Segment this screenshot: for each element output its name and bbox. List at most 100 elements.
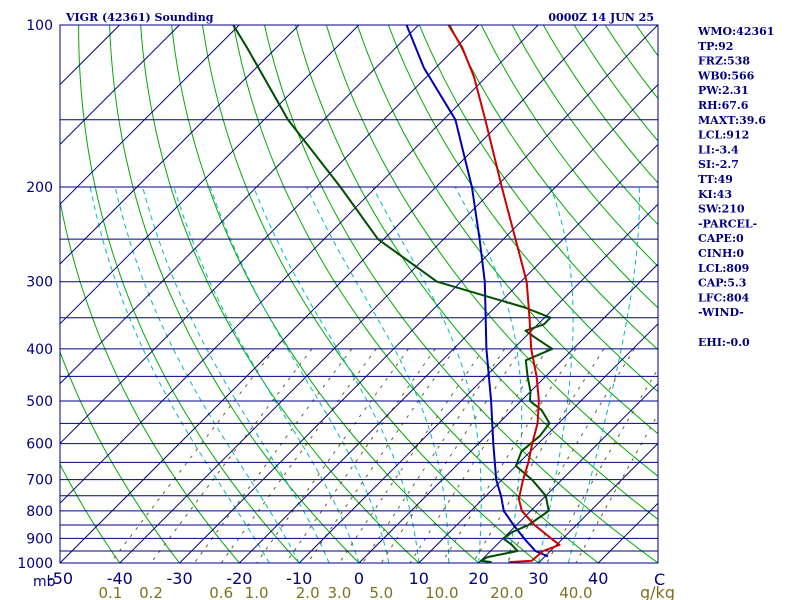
- mixing-ratio-line: [110, 348, 276, 563]
- isotherm: [119, 25, 658, 563]
- dry-adiabat: [295, 25, 658, 520]
- parcel-profile-line: [405, 25, 549, 558]
- mixing-ratio-line: [380, 348, 522, 563]
- mixing-ratio-tick-label: 0.6: [209, 584, 233, 600]
- index-entry: TP:92: [698, 40, 733, 53]
- index-entry: FRZ:538: [698, 55, 750, 68]
- mixing-ratio-line: [307, 348, 456, 563]
- index-entry: RH:67.6: [698, 99, 749, 112]
- pressure-tick-label: 900: [26, 531, 53, 547]
- temperature-tick-label: -50: [47, 569, 73, 588]
- moist-adiabat: [567, 186, 641, 563]
- mixing-ratio-line: [472, 348, 605, 563]
- isobars: [60, 25, 658, 563]
- isotherm: [418, 323, 658, 563]
- index-entry: -WIND-: [698, 306, 744, 319]
- dry-adiabat: [480, 25, 658, 268]
- mixing-ratio-tick-label: 0.1: [98, 584, 122, 600]
- index-entry: LCL:809: [698, 262, 749, 275]
- pressure-tick-label: 1000: [17, 556, 53, 572]
- temperature-tick-label: -30: [167, 569, 193, 588]
- dry-adiabat: [418, 25, 658, 351]
- isotherm: [358, 263, 658, 563]
- dry-adiabat: [109, 25, 360, 563]
- mixing-ratio-line: [506, 348, 635, 563]
- moist-adiabat: [253, 186, 420, 563]
- temperature-tick-label: -10: [286, 569, 312, 588]
- mixing-ratio-tick-label: 40.0: [559, 584, 592, 600]
- moist-adiabat: [89, 186, 270, 563]
- pressure-tick-label: 300: [26, 275, 53, 291]
- temperature-tick-label: -20: [226, 569, 252, 588]
- isotherm: [239, 143, 658, 563]
- isotherm: [179, 83, 658, 563]
- mixing-ratio-tick-label: 20.0: [490, 584, 523, 600]
- mixing-ratio-line: [362, 348, 506, 563]
- isotherm: [538, 442, 658, 563]
- pressure-axis: 100 200 300 400 500 600 700 800 900 1000: [17, 18, 53, 572]
- pressure-tick-label: 700: [26, 473, 53, 489]
- index-entry: EHI:-0.0: [698, 336, 750, 349]
- isotherm: [60, 25, 419, 385]
- y-axis-unit-label: mb: [33, 574, 56, 590]
- isotherm: [60, 25, 300, 265]
- index-entry: KI:43: [698, 188, 732, 201]
- mixing-ratio-tick-label: 2.0: [296, 584, 320, 600]
- pressure-tick-label: 200: [26, 180, 53, 196]
- dry-adiabat: [325, 25, 658, 477]
- temperature-tick-label: -40: [107, 569, 133, 588]
- pressure-tick-label: 800: [26, 504, 53, 520]
- temperature-tick-label: 30: [528, 569, 548, 588]
- dry-adiabat: [264, 25, 658, 563]
- index-entry: CAPE:0: [698, 232, 744, 245]
- index-entry: LFC:804: [698, 291, 750, 304]
- temperature-tick-label: 0: [354, 569, 364, 588]
- pressure-tick-label: 600: [26, 437, 53, 453]
- index-entry: CINH:0: [698, 247, 744, 260]
- index-entry: WB0:566: [697, 69, 755, 82]
- index-entry: PW:2.31: [698, 84, 749, 97]
- index-entry: MAXT:39.6: [698, 114, 766, 127]
- dry-adiabat: [60, 463, 121, 563]
- pressure-tick-label: 400: [26, 342, 53, 358]
- dewpoint-profile-line: [232, 25, 554, 563]
- moist-adiabat: [173, 186, 360, 563]
- dry-adiabat: [356, 25, 658, 435]
- dry-adiabat: [449, 25, 658, 309]
- dry-adiabat: [573, 25, 658, 142]
- index-entry: LI:-3.4: [698, 143, 739, 156]
- index-entry: LCL:912: [698, 129, 749, 142]
- pressure-tick-label: 100: [26, 18, 53, 34]
- isotherm: [298, 203, 658, 563]
- isotherm: [60, 25, 360, 325]
- index-entry: -PARCEL-: [698, 217, 757, 230]
- isotherms: [60, 25, 658, 563]
- temperature-axis: -50 -40 -30 -20 -10 0 10 20 30 40: [47, 569, 608, 588]
- mixing-ratio-tick-label: 0.2: [139, 584, 163, 600]
- isotherm: [60, 25, 479, 445]
- chart-datetime: 0000Z 14 JUN 25: [548, 11, 654, 24]
- dry-adiabat: [78, 25, 300, 563]
- dry-adiabat: [60, 198, 240, 563]
- temperature-tick-label: 40: [588, 569, 608, 588]
- mixing-ratio-line: [409, 348, 548, 563]
- index-entry: WMO:42361: [697, 25, 774, 38]
- x-axis-unit-label: C: [654, 570, 665, 589]
- isotherm: [60, 25, 539, 504]
- mixing-ratio-tick-label: 10.0: [425, 584, 458, 600]
- temperature-tick-label: 10: [409, 569, 429, 588]
- profiles: [232, 25, 561, 563]
- mixing-ratio-tick-label: 5.0: [369, 584, 393, 600]
- index-entry: SW:210: [698, 203, 745, 216]
- dry-adiabat: [140, 25, 420, 563]
- chart-title: VIGR (42361) Sounding: [65, 11, 214, 24]
- mixing-ratio-lines: [110, 348, 658, 563]
- index-entry: TT:49: [698, 173, 733, 186]
- mixing-axis-unit-label: g/kg: [640, 583, 675, 600]
- dry-adiabats: [60, 25, 658, 563]
- mixing-ratio-line: [441, 348, 577, 563]
- mixing-ratio-line: [285, 348, 436, 563]
- isotherm: [60, 25, 180, 146]
